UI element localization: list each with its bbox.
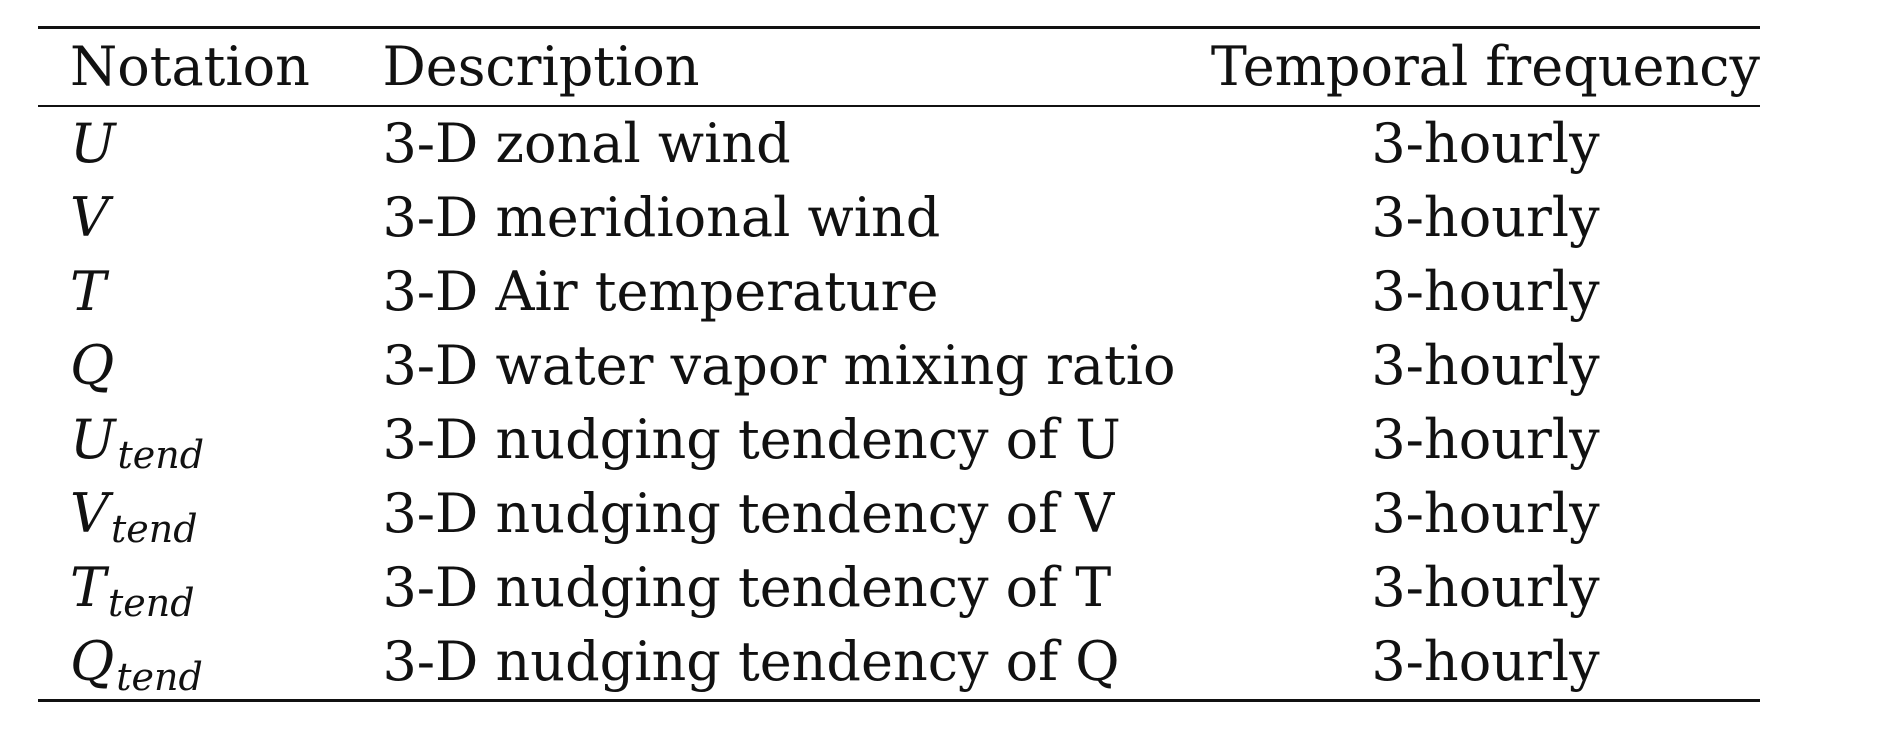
frequency-cell: 3-hourly bbox=[1371, 408, 1600, 471]
header-frequency: Temporal frequency bbox=[1210, 35, 1760, 98]
frequency-cell: 3-hourly bbox=[1371, 630, 1600, 693]
table-row: T 3-D Air temperature 3-hourly bbox=[38, 255, 1760, 329]
frequency-cell: 3-hourly bbox=[1371, 186, 1600, 249]
description-cell: 3-D water vapor mixing ratio bbox=[382, 334, 1176, 397]
table-header: Notation Description Temporal frequency bbox=[38, 27, 1760, 106]
description-cell: 3-D nudging tendency of U bbox=[382, 408, 1121, 471]
notation-symbol: Q bbox=[70, 630, 115, 693]
description-cell: 3-D zonal wind bbox=[382, 112, 791, 175]
notation-subscript: tend bbox=[111, 507, 198, 551]
notation-cell: Utend bbox=[38, 403, 382, 477]
notation-subscript: tend bbox=[116, 655, 203, 699]
frequency-cell: 3-hourly bbox=[1371, 334, 1600, 397]
description-cell: 3-D Air temperature bbox=[382, 260, 939, 323]
table-row: Qtend 3-D nudging tendency of Q 3-hourly bbox=[38, 625, 1760, 701]
header-notation: Notation bbox=[70, 35, 310, 98]
frequency-cell: 3-hourly bbox=[1371, 112, 1600, 175]
notation-symbol: T bbox=[70, 556, 107, 619]
notation-cell: Qtend bbox=[38, 625, 382, 701]
notation-symbol: V bbox=[70, 186, 109, 249]
notation-symbol: T bbox=[70, 260, 107, 323]
description-cell: 3-D nudging tendency of Q bbox=[382, 630, 1120, 693]
notation-symbol: U bbox=[70, 112, 116, 175]
description-cell: 3-D meridional wind bbox=[382, 186, 941, 249]
notation-symbol: V bbox=[70, 482, 109, 545]
table-row: Vtend 3-D nudging tendency of V 3-hourly bbox=[38, 477, 1760, 551]
table-row: Q 3-D water vapor mixing ratio 3-hourly bbox=[38, 329, 1760, 403]
notation-cell: V bbox=[38, 181, 382, 255]
frequency-cell: 3-hourly bbox=[1371, 482, 1600, 545]
description-cell: 3-D nudging tendency of T bbox=[382, 556, 1112, 619]
table-row: V 3-D meridional wind 3-hourly bbox=[38, 181, 1760, 255]
notation-symbol: U bbox=[70, 408, 116, 471]
notation-cell: T bbox=[38, 255, 382, 329]
table-row: Utend 3-D nudging tendency of U 3-hourly bbox=[38, 403, 1760, 477]
frequency-cell: 3-hourly bbox=[1371, 260, 1600, 323]
table-body: U 3-D zonal wind 3-hourly V 3-D meridional w… bbox=[38, 106, 1760, 701]
variables-table: Notation Description Temporal frequency … bbox=[38, 26, 1760, 702]
header-row: Notation Description Temporal frequency bbox=[38, 27, 1760, 106]
notation-cell: Vtend bbox=[38, 477, 382, 551]
table-row: Ttend 3-D nudging tendency of T 3-hourly bbox=[38, 551, 1760, 625]
notation-subscript: tend bbox=[108, 581, 195, 625]
frequency-cell: 3-hourly bbox=[1371, 556, 1600, 619]
description-cell: 3-D nudging tendency of V bbox=[382, 482, 1115, 545]
notation-symbol: Q bbox=[70, 334, 115, 397]
variables-table-container: Notation Description Temporal frequency … bbox=[38, 26, 1760, 702]
notation-cell: Ttend bbox=[38, 551, 382, 625]
notation-cell: Q bbox=[38, 329, 382, 403]
table-row: U 3-D zonal wind 3-hourly bbox=[38, 106, 1760, 181]
header-description: Description bbox=[382, 35, 700, 98]
notation-cell: U bbox=[38, 106, 382, 181]
notation-subscript: tend bbox=[117, 433, 205, 477]
